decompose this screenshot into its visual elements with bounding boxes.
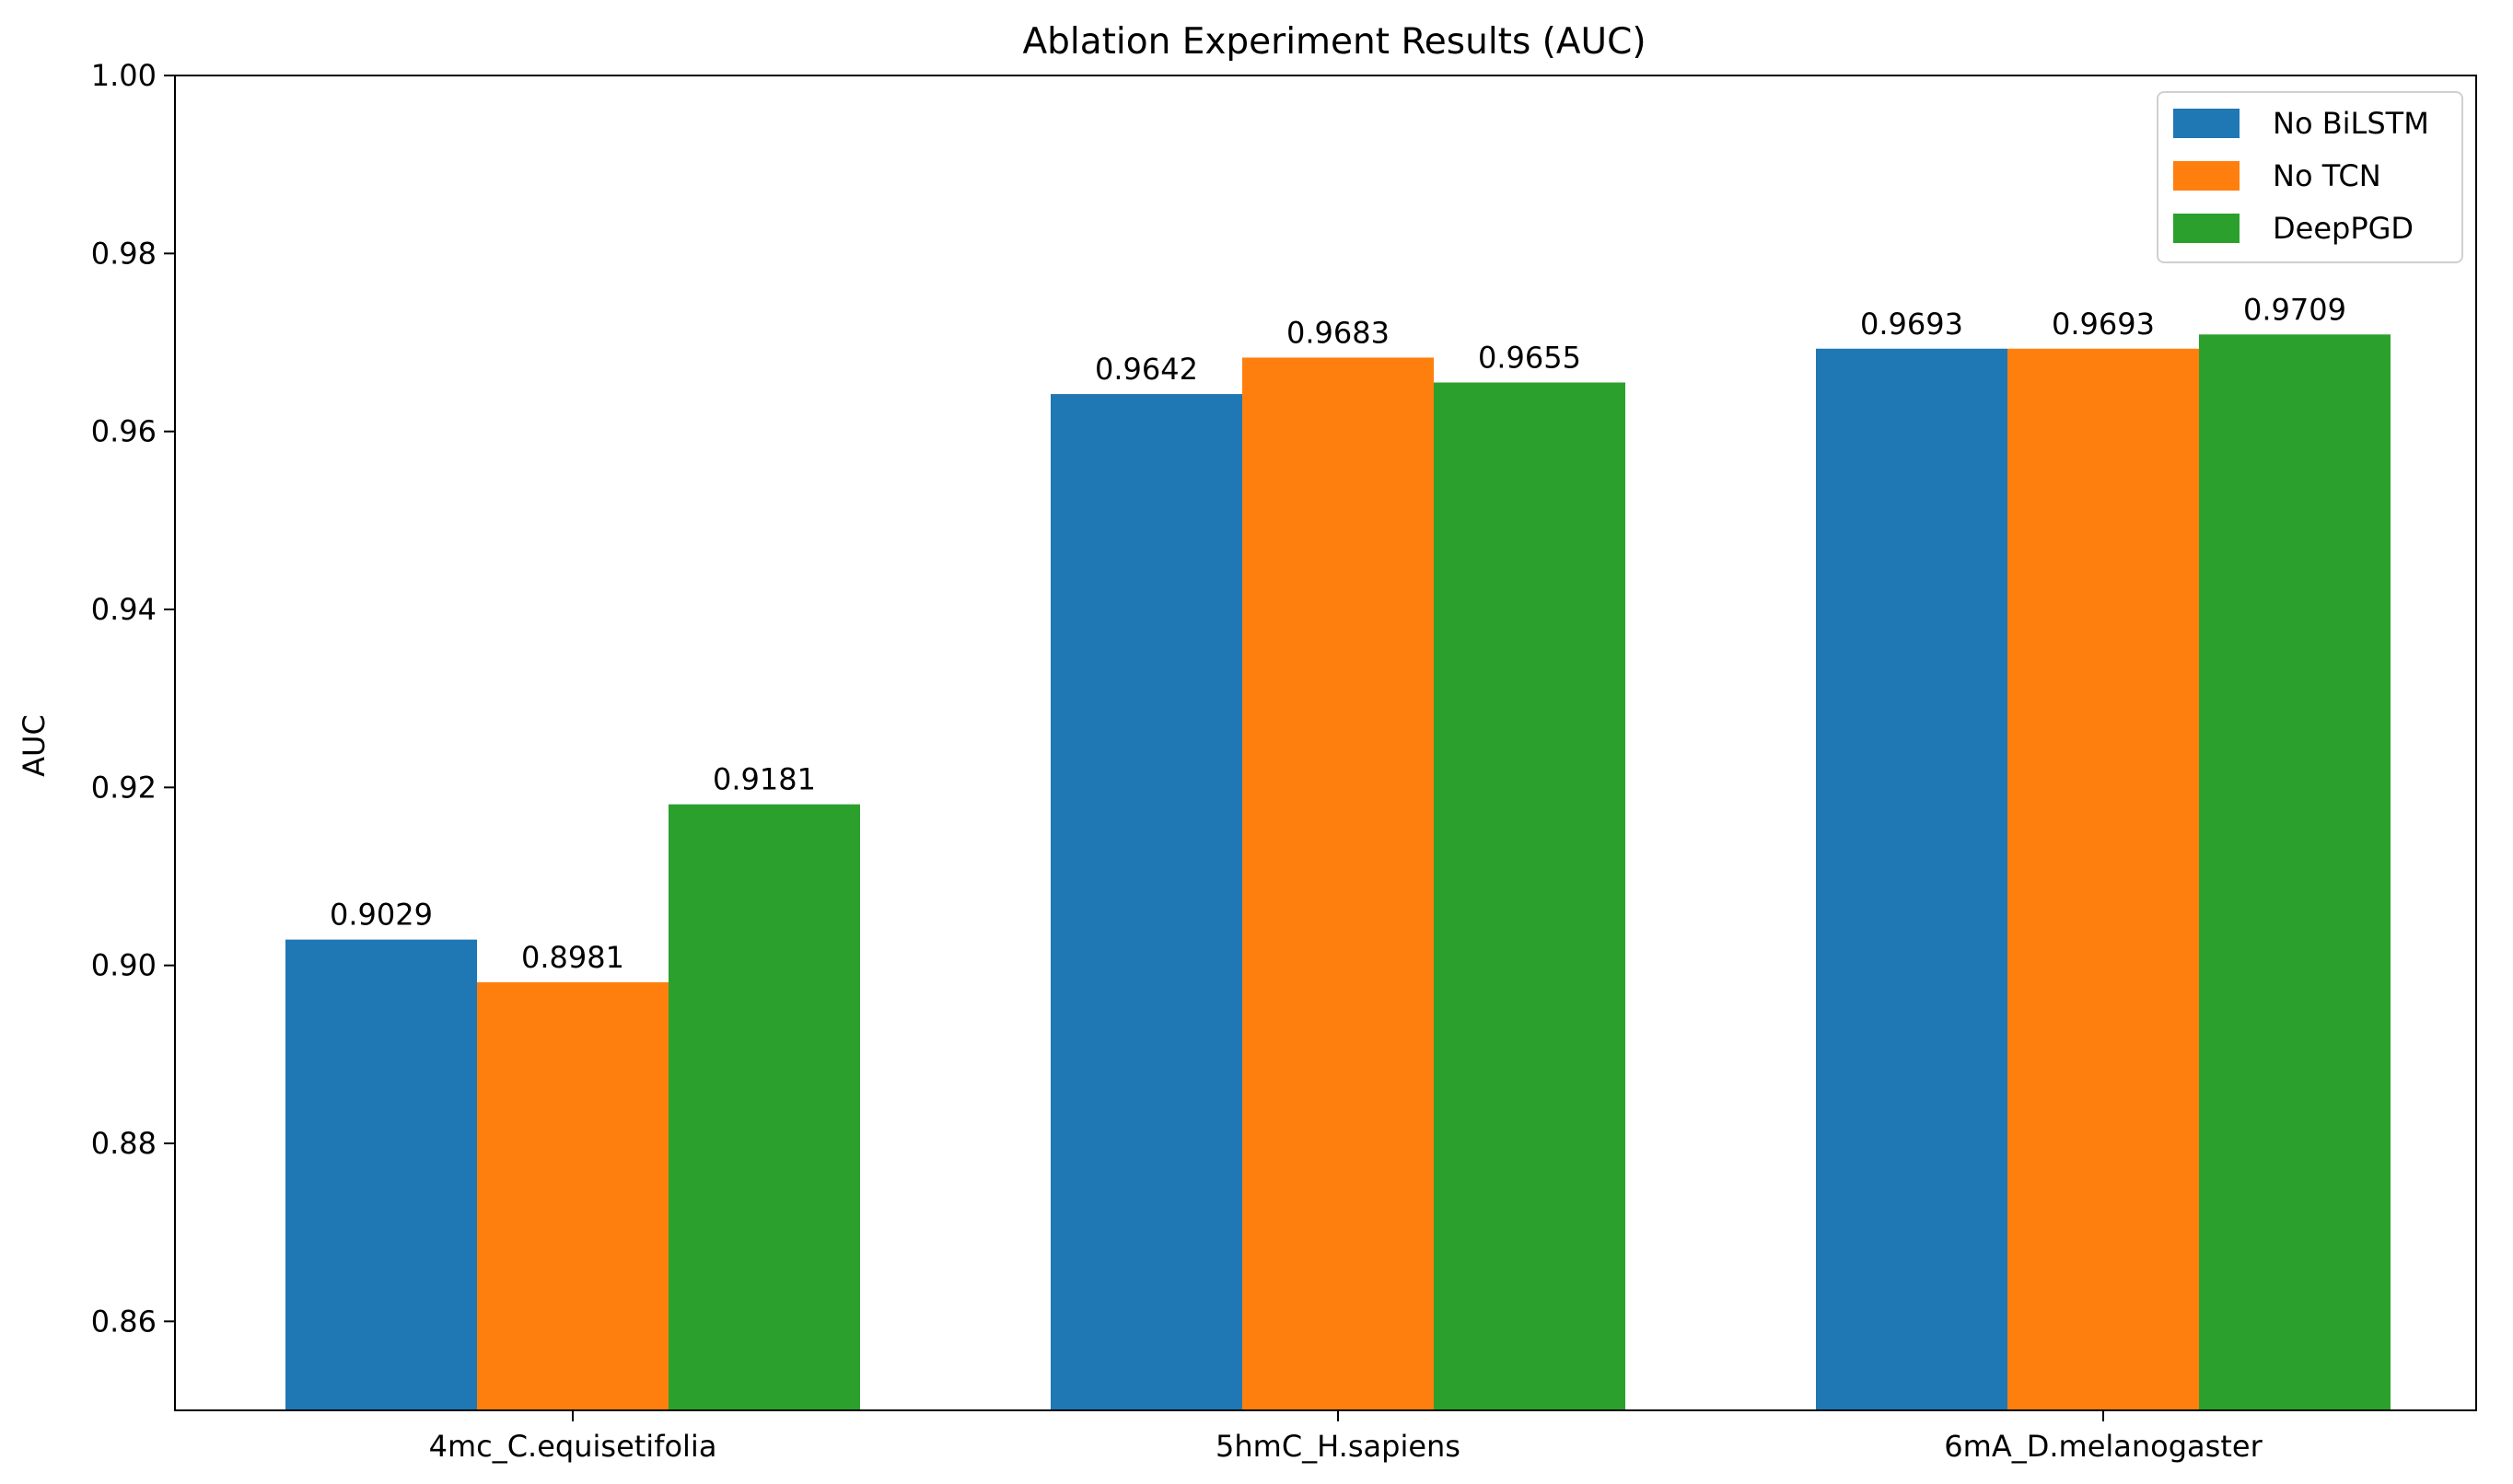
bar-value-label: 0.8981 [521, 940, 624, 975]
bar-value-label: 0.9642 [1095, 352, 1198, 387]
bar-value-label: 0.9683 [1286, 315, 1390, 350]
y-tick-label: 0.94 [91, 592, 157, 627]
legend-label: No BiLSTM [2273, 106, 2429, 141]
bar [1434, 382, 1625, 1410]
bar [2007, 348, 2199, 1411]
x-tick-label: 4mc_C.equisetifolia [429, 1429, 717, 1464]
legend-swatch [2173, 109, 2240, 138]
y-axis: 0.86 0.88 0.90 0.92 0.94 0.96 0.98 1.00 [91, 58, 175, 1339]
plot-frame [174, 75, 2477, 1411]
y-tick-label: 0.98 [91, 236, 157, 271]
bar-value-label: 0.9693 [2052, 307, 2155, 342]
y-tick-label: 1.00 [91, 58, 157, 93]
chart-title: Ablation Experiment Results (AUC) [1022, 21, 1646, 63]
y-tick-label: 0.96 [91, 414, 157, 449]
bar [669, 804, 860, 1410]
y-tick-label: 0.90 [91, 948, 157, 983]
y-tick-label: 0.92 [91, 770, 157, 805]
legend-label: No TCN [2273, 158, 2381, 193]
x-axis: 4mc_C.equisetifolia 5hmC_H.sapiens 6mA_D.m… [429, 1410, 2263, 1464]
bars [285, 334, 2391, 1411]
x-tick-label: 5hmC_H.sapiens [1216, 1429, 1460, 1464]
y-tick-label: 0.88 [91, 1126, 157, 1161]
legend-swatch [2173, 214, 2240, 243]
bar [1816, 348, 2007, 1411]
x-tick-label: 6mA_D.melanogaster [1944, 1429, 2263, 1464]
bar-value-label: 0.9693 [1860, 307, 1963, 342]
legend-label: DeepPGD [2273, 211, 2414, 246]
bar-value-label: 0.9181 [713, 762, 816, 797]
bar [285, 939, 477, 1410]
bar [1051, 394, 1242, 1411]
bar-value-label: 0.9655 [1478, 341, 1581, 376]
bar-value-label: 0.9029 [330, 898, 433, 933]
bar-value-label: 0.9709 [2243, 292, 2346, 327]
bar [2199, 334, 2391, 1410]
bar [477, 982, 669, 1410]
legend-swatch [2173, 161, 2240, 191]
legend: No BiLSTM No TCN DeepPGD [2157, 91, 2463, 263]
y-axis-label: AUC [17, 714, 52, 777]
bar [1242, 357, 1434, 1410]
bar-labels: 0.9029 0.8981 0.9181 0.9642 0.9683 0.9655 0.96… [330, 292, 2346, 975]
y-tick-label: 0.86 [91, 1304, 157, 1339]
